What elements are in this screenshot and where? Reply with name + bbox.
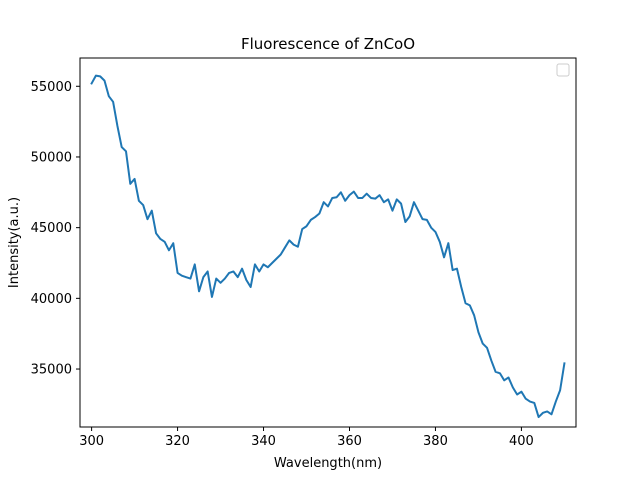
y-tick-label: 35000 — [31, 363, 72, 378]
x-tick-label: 380 — [423, 434, 448, 449]
x-tick-label: 360 — [337, 434, 362, 449]
y-axis-label: Intensity(a.u.) — [7, 197, 22, 288]
x-tick-label: 400 — [509, 434, 534, 449]
y-tick-label: 40000 — [31, 292, 72, 307]
y-tick-label: 50000 — [31, 150, 72, 165]
y-tick-label: 55000 — [31, 80, 72, 95]
series-line — [90, 74, 566, 419]
legend-box — [556, 63, 570, 77]
series-layer — [90, 74, 566, 419]
x-tick-label: 340 — [251, 434, 276, 449]
x-axis-ticks: 300 320 340 360 380 400 — [79, 427, 534, 449]
plot-frame — [79, 57, 577, 428]
x-axis-label: Wavelength(nm) — [274, 456, 382, 471]
legend — [556, 63, 570, 77]
y-axis-ticks: 35000 40000 45000 50000 55000 — [31, 80, 80, 378]
x-tick-label: 300 — [79, 434, 104, 449]
chart-title: Fluorescence of ZnCoO — [241, 35, 415, 53]
x-tick-label: 320 — [165, 434, 190, 449]
y-tick-label: 45000 — [31, 221, 72, 236]
